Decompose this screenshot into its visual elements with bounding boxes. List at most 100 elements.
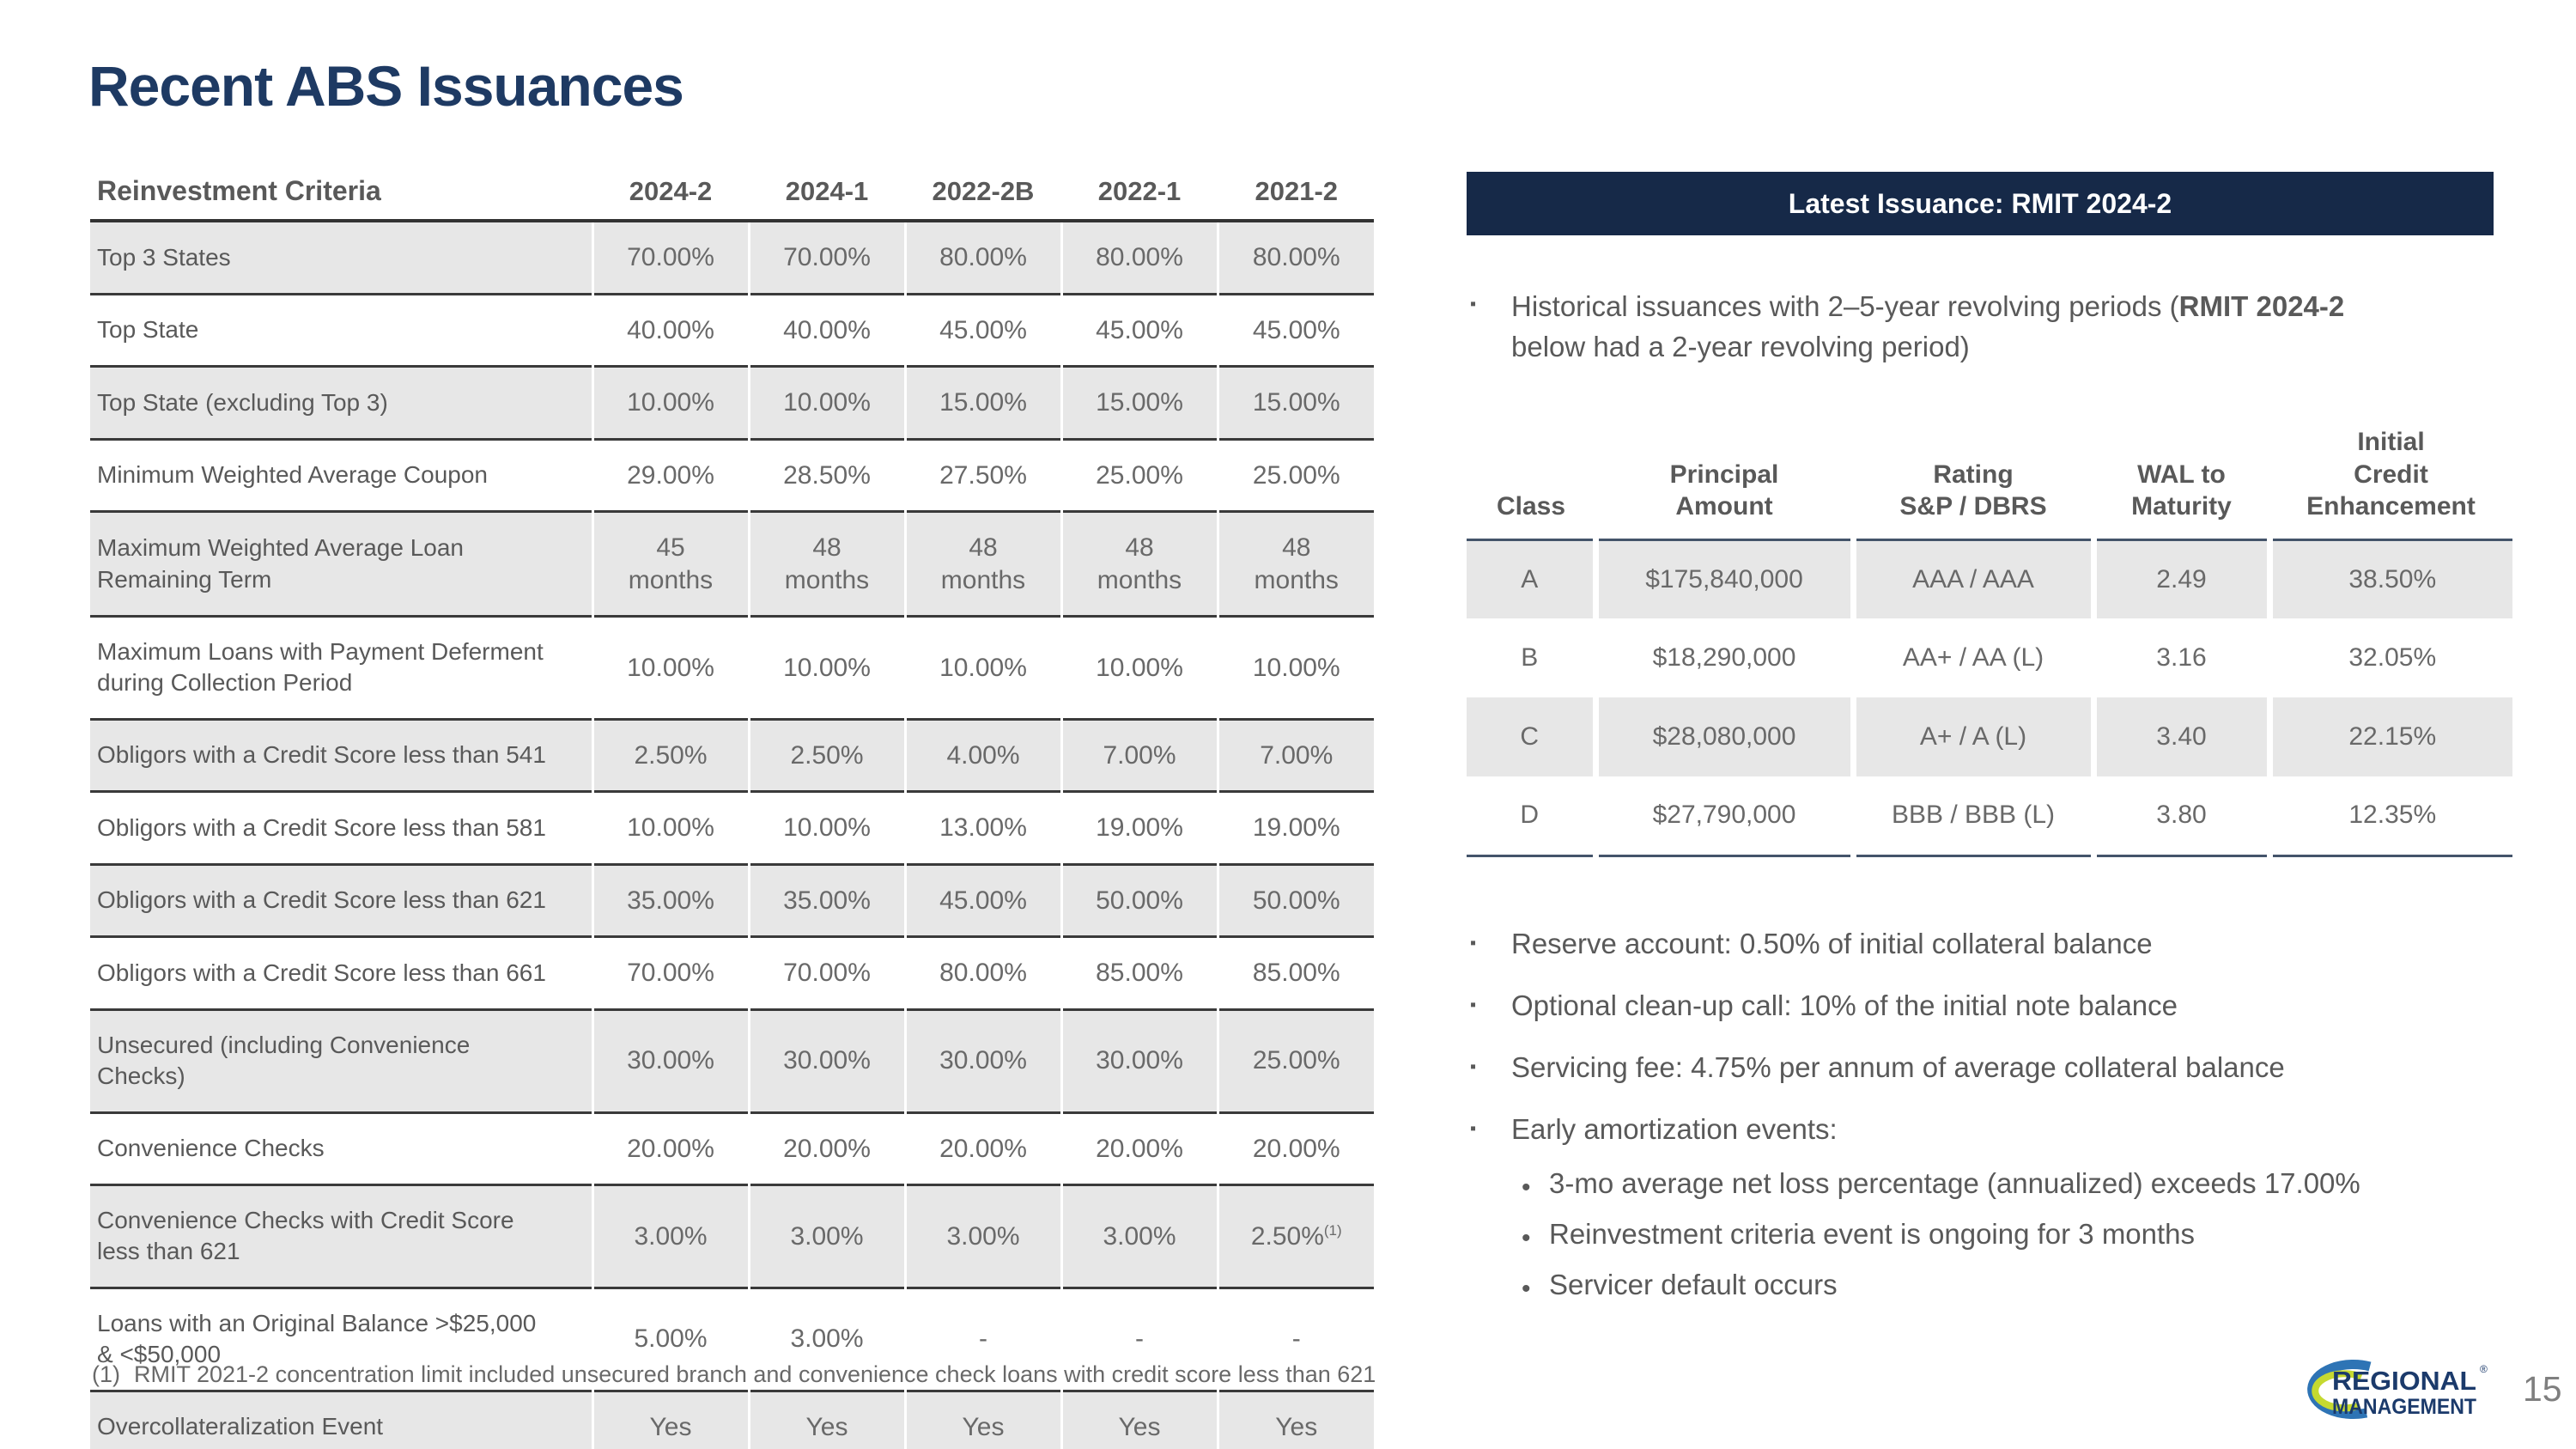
criteria-row-value: 85.00% (1060, 936, 1218, 1010)
criteria-row-value: 80.00% (903, 221, 1061, 294)
issuance-cell-initial_credit_enhancement: 38.50% (2266, 539, 2512, 618)
criteria-year-header: 2022-1 (1060, 168, 1218, 221)
criteria-row-value: 50.00% (1060, 864, 1218, 937)
bullet-body: Servicing fee: 4.75% per annum of averag… (1511, 1050, 2285, 1087)
criteria-row-value: 10.00% (591, 616, 749, 720)
bullet-text: Reserve account: 0.50% of initial collat… (1511, 928, 2153, 959)
criteria-row-label: Top State (97, 316, 199, 344)
criteria-row-value: 20.00% (591, 1112, 749, 1185)
issuance-cell-wal_to_maturity: 3.40 (2090, 697, 2269, 776)
criteria-row-value: 27.50% (903, 439, 1061, 512)
criteria-row-value: 2.50% (591, 719, 749, 792)
issuance-cell-principal_amount: $27,790,000 (1592, 776, 1853, 855)
sub-bullet-item: • 3-mo average net loss percentage (annua… (1511, 1166, 2360, 1202)
criteria-row-value: 80.00% (903, 936, 1061, 1010)
criteria-row-value: 50.00% (1216, 864, 1374, 937)
logo-line1: REGIONAL (2332, 1366, 2476, 1396)
criteria-row-value: Yes (1060, 1391, 1218, 1449)
bullet-item: ▪ Servicing fee: 4.75% per annum of avera… (1470, 1050, 2543, 1087)
square-bullet-icon: ▪ (1470, 295, 1477, 314)
criteria-row-value: 4.00% (903, 719, 1061, 792)
issuance-cell-rating: A+ / A (L) (1850, 697, 2093, 776)
criteria-row-value: 25.00% (1060, 439, 1218, 512)
criteria-row-value: 29.00% (591, 439, 749, 512)
criteria-row-value: 48 months (1060, 511, 1218, 617)
criteria-row-value: 48 months (747, 511, 905, 617)
bullet-text: Optional clean-up call: 10% of the initi… (1511, 989, 2178, 1021)
criteria-row-label: Top State (excluding Top 3) (97, 388, 388, 416)
regional-management-logo: REGIONAL ® MANAGEMENT (2284, 1359, 2506, 1427)
criteria-row-value: 7.00% (1060, 719, 1218, 792)
issuance-cell-rating: AA+ / AA (L) (1850, 618, 2093, 697)
footnote-marker: (1) (92, 1361, 120, 1387)
intro-bullet-bold: RMIT 2024-2 (2178, 290, 2345, 322)
criteria-row-value: 25.00% (1216, 1009, 1374, 1113)
criteria-table-container: Reinvestment Criteria 2024-2 2024-1 2022-2… (90, 168, 1374, 1449)
criteria-row-value: 30.00% (1060, 1009, 1218, 1113)
criteria-row-value: 28.50% (747, 439, 905, 512)
issuance-column-header: Class (1496, 492, 1566, 521)
criteria-year-header: 2024-1 (747, 168, 905, 221)
criteria-row-value: 10.00% (903, 616, 1061, 720)
issuance-cell-principal_amount: $18,290,000 (1592, 618, 1853, 697)
issuance-cell-class_name: B (1521, 643, 1539, 672)
criteria-row-label: Loans with an Original Balance >$25,000 … (97, 1309, 537, 1368)
criteria-row-value: 10.00% (591, 791, 749, 865)
issuance-row: A $175,840,000 AAA / AAA 2.49 38.50% (1467, 539, 2512, 618)
criteria-row-value: 85.00% (1216, 936, 1374, 1010)
criteria-row: Top State (excluding Top 3) 10.00% 10.00% 1… (90, 366, 1374, 439)
criteria-row-value: 10.00% (747, 791, 905, 865)
logo-swoosh-icon: REGIONAL ® MANAGEMENT (2307, 1360, 2488, 1420)
criteria-row-value: 20.00% (1216, 1112, 1374, 1185)
criteria-row: Unsecured (including Convenience Checks)… (90, 1009, 1374, 1113)
criteria-row-value: 45.00% (1216, 294, 1374, 367)
criteria-row-value: 3.00% (1060, 1184, 1218, 1288)
criteria-row-value: 10.00% (747, 366, 905, 439)
bullet-item: ▪ Early amortization events: • 3-mo average… (1470, 1111, 2543, 1318)
criteria-row: Overcollateralization Event Yes Yes Yes Yes Y… (90, 1391, 1374, 1449)
latest-issuance-banner: Latest Issuance: RMIT 2024-2 (1467, 172, 2494, 235)
issuance-row: C $28,080,000 A+ / A (L) 3.40 22.15% (1467, 697, 2512, 776)
criteria-row-label: Convenience Checks with Credit Score les… (97, 1207, 514, 1265)
criteria-row-value: 80.00% (1060, 221, 1218, 294)
square-bullet-icon: ▪ (1470, 995, 1477, 1014)
intro-bullet-text: Historical issuances with 2–5-year revol… (1511, 287, 2426, 368)
criteria-header-row: Reinvestment Criteria 2024-2 2024-1 2022-2… (90, 168, 1374, 221)
criteria-row-value: - (903, 1288, 1061, 1391)
criteria-row-value: 45 months (591, 511, 749, 617)
criteria-row-label: Minimum Weighted Average Coupon (97, 461, 488, 489)
criteria-row: Top 3 States 70.00% 70.00% 80.00% 80.00% 80.0… (90, 221, 1374, 294)
criteria-row-value: 45.00% (903, 864, 1061, 937)
issuance-table-container: Class Principal Amount Rating S&P / DBRS WA… (1467, 426, 2512, 857)
criteria-row-value: Yes (747, 1391, 905, 1449)
criteria-row-label: Overcollateralization Event (97, 1413, 384, 1440)
criteria-row-value: 45.00% (1060, 294, 1218, 367)
criteria-row-value: 30.00% (903, 1009, 1061, 1113)
issuance-cell-initial_credit_enhancement: 22.15% (2266, 697, 2512, 776)
sub-bullet-text: Servicer default occurs (1549, 1268, 1838, 1300)
issuance-cell-initial_credit_enhancement: 32.05% (2266, 618, 2512, 697)
page-number: 15 (2523, 1369, 2562, 1409)
criteria-row-value: 45.00% (903, 294, 1061, 367)
issuance-cell-principal_amount: $28,080,000 (1592, 697, 1853, 776)
criteria-row-label: Obligors with a Credit Score less than 6… (97, 959, 546, 986)
square-bullet-icon: ▪ (1470, 934, 1477, 953)
footnote: (1) RMIT 2021-2 concentration limit inclu… (92, 1361, 1376, 1388)
criteria-row-value: 40.00% (747, 294, 905, 367)
intro-bullet: ▪ Historical issuances with 2–5-year rev… (1470, 287, 2492, 368)
issuance-cell-principal_amount: $175,840,000 (1592, 539, 1853, 618)
sub-bullet-text: 3-mo average net loss percentage (annual… (1549, 1166, 2360, 1199)
criteria-row-value: 19.00% (1216, 791, 1374, 865)
criteria-row-value: Yes (591, 1391, 749, 1449)
criteria-row-value: 3.00% (747, 1184, 905, 1288)
issuance-cell-class_name: D (1520, 801, 1540, 830)
criteria-row: Maximum Weighted Average Loan Remaining … (90, 511, 1374, 617)
criteria-row-label: Obligors with a Credit Score less than 5… (97, 813, 546, 841)
bullet-body: Reserve account: 0.50% of initial collat… (1511, 926, 2153, 963)
criteria-row-label: Maximum Weighted Average Loan Remaining … (97, 534, 464, 593)
criteria-row-value: 10.00% (1216, 616, 1374, 720)
issuance-cell-wal_to_maturity: 3.16 (2090, 618, 2269, 697)
issuance-row: D $27,790,000 BBB / BBB (L) 3.80 12.35% (1467, 776, 2512, 855)
dot-bullet-icon: • (1522, 1223, 1531, 1252)
